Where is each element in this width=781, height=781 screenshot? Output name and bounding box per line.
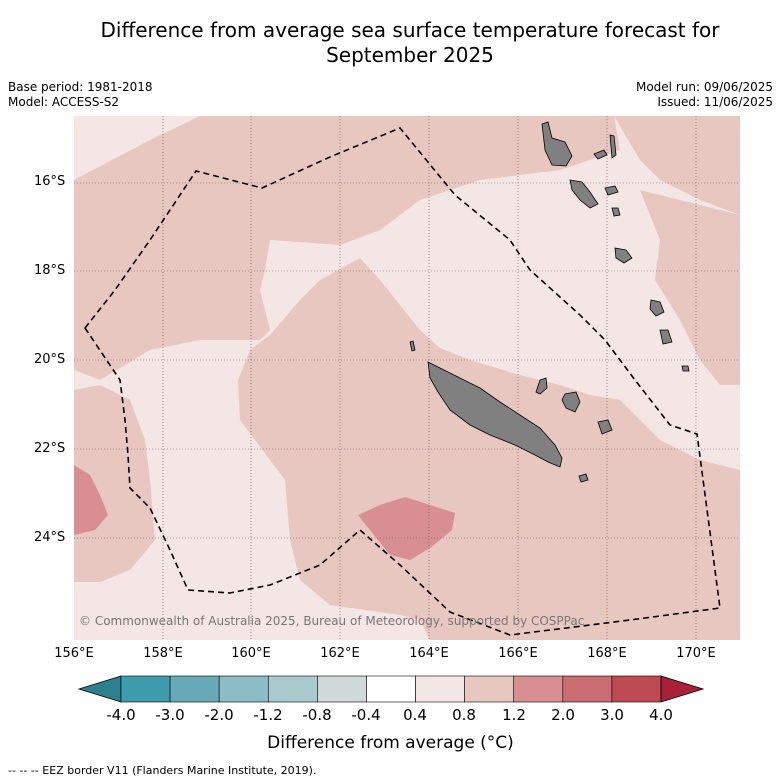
colorbar-label: Difference from average (°C) <box>267 733 514 753</box>
eez-legend-note: -- -- -- EEZ border V11 (Flanders Marine… <box>8 764 317 777</box>
base-period: Base period: 1981-2018 <box>8 80 153 94</box>
loyalty-island-mare <box>597 419 613 435</box>
colorbar-tick-10: 2.0 <box>551 706 575 724</box>
belep-islet <box>409 340 416 352</box>
epi-island <box>611 207 621 217</box>
colorbar-tick-2: -3.0 <box>155 706 185 724</box>
grande-terre-island <box>427 361 563 468</box>
lon-label-6: 166°E <box>498 646 538 661</box>
title-line-1: Difference from average sea surface temp… <box>100 18 720 42</box>
model-run: Model run: 09/06/2025 <box>635 80 773 94</box>
lon-label-7: 168°E <box>587 646 627 661</box>
loyalty-island-lifou <box>561 391 581 413</box>
meta-right: Model run: 09/06/2025 Issued: 11/06/2025 <box>636 80 773 110</box>
espiritu-santo-island <box>541 121 573 167</box>
anomaly-region-northwest <box>74 116 740 215</box>
lon-label-4: 162°E <box>320 646 360 661</box>
colorbar-tick-9: 1.2 <box>502 706 526 724</box>
lat-label-3: 20°S <box>34 352 66 367</box>
lon-label-1: 156°E <box>54 646 94 661</box>
anomaly-region-southeast <box>615 505 740 640</box>
colorbar-tick-6: -0.4 <box>351 706 381 724</box>
colorbar-tick-3: -2.0 <box>204 706 234 724</box>
colorbar-tick-7: 0.4 <box>403 706 427 724</box>
anomaly-region-north <box>74 116 620 380</box>
model-name: Model: ACCESS-S2 <box>8 95 120 109</box>
copyright-notice: © Commonwealth of Australia 2025, Bureau… <box>79 614 585 628</box>
aneityum-island <box>681 365 690 372</box>
efate-island <box>614 247 633 264</box>
colorbar-tick-4: -1.2 <box>253 706 283 724</box>
lon-label-5: 164°E <box>409 646 449 661</box>
lon-label-3: 160°E <box>231 646 271 661</box>
lat-label-2: 18°S <box>34 263 66 278</box>
colorbar-tick-12: 4.0 <box>649 706 673 724</box>
malekula-island <box>569 179 599 209</box>
tanna-island <box>659 329 673 345</box>
erromango-island <box>649 299 665 317</box>
lat-label-4: 22°S <box>34 441 66 456</box>
colorbar-tick-1: -4.0 <box>106 706 136 724</box>
meta-left: Base period: 1981-2018 Model: ACCESS-S2 <box>8 80 153 110</box>
ambrym-island <box>604 185 619 196</box>
ambae-island <box>593 149 608 160</box>
anomaly-region-east <box>640 190 740 385</box>
map-title: Difference from average sea surface temp… <box>40 18 780 68</box>
isle-of-pines <box>578 473 589 483</box>
anomaly-warm-patch-south <box>358 497 455 560</box>
anomaly-region-west <box>74 385 155 582</box>
loyalty-island-ouvea <box>535 377 548 395</box>
lon-label-2: 158°E <box>143 646 183 661</box>
colorbar-tick-8: 0.8 <box>452 706 476 724</box>
lon-label-8: 170°E <box>676 646 716 661</box>
lat-label-5: 24°S <box>34 530 66 545</box>
lat-label-1: 16°S <box>34 174 66 189</box>
issued-date: Issued: 11/06/2025 <box>657 95 773 109</box>
pentecost-island <box>609 134 617 159</box>
colorbar-tick-5: -0.8 <box>302 706 332 724</box>
gridlines <box>74 116 740 640</box>
anomaly-warm-patch-west <box>74 465 108 535</box>
title-line-2: September 2025 <box>326 43 494 67</box>
eez-border <box>84 127 721 636</box>
colorbar-tick-11: 3.0 <box>600 706 624 724</box>
